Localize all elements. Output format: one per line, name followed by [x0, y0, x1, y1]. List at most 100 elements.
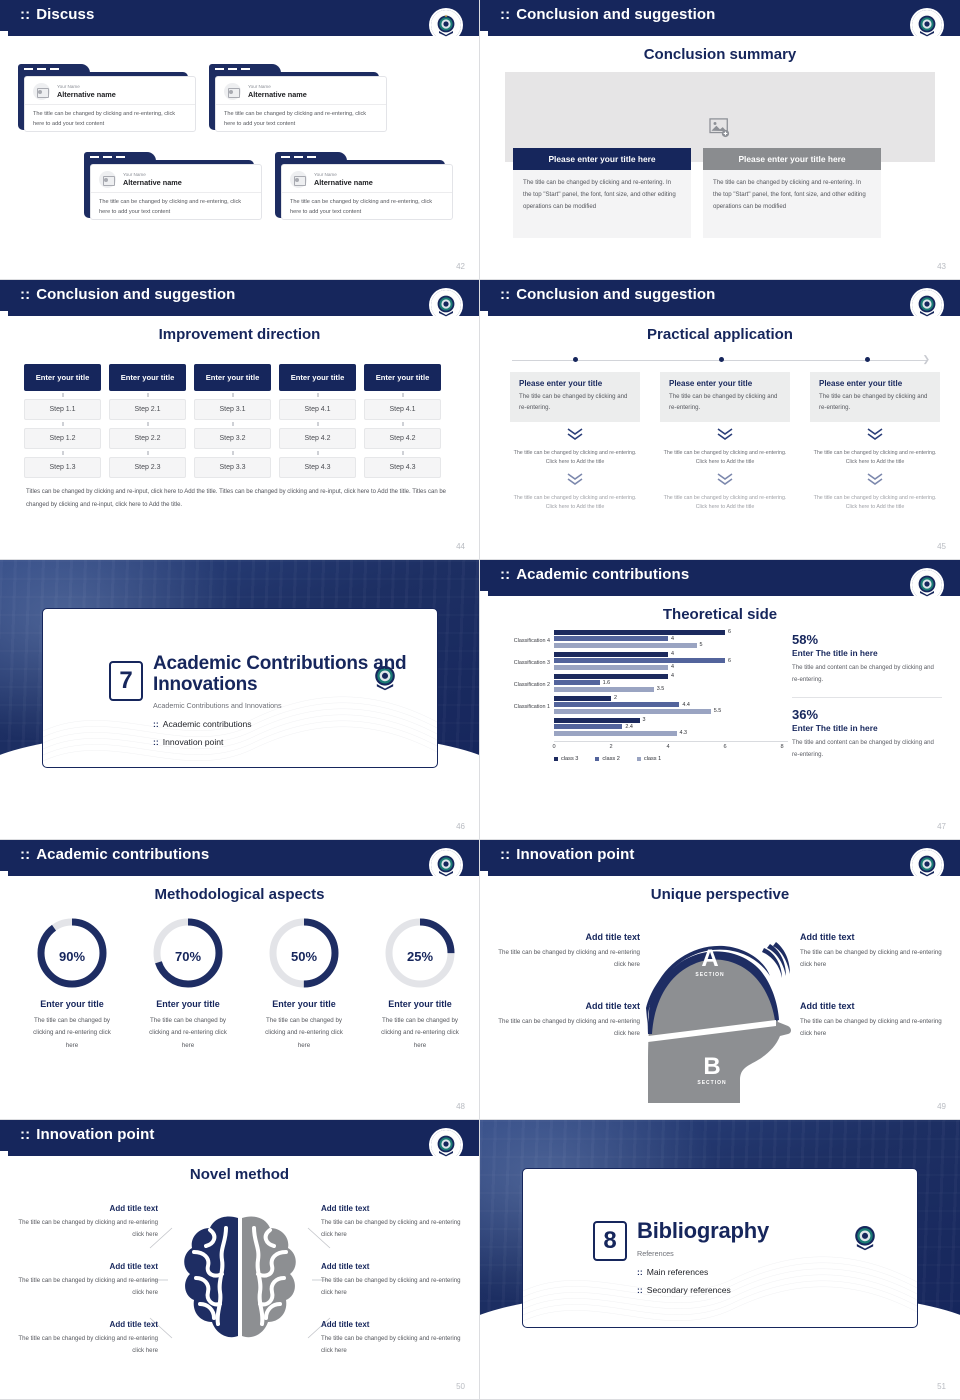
donut-chart: [37, 918, 107, 988]
step-item[interactable]: Step 1.1: [24, 399, 101, 420]
timeline-card[interactable]: Please enter your title The title can be…: [810, 372, 940, 422]
info-block: Add title text The title can be changed …: [321, 1262, 471, 1299]
section-bullet[interactable]: :: Secondary references: [637, 1285, 731, 1295]
donut-body: The title can be changed by clicking and…: [265, 1017, 343, 1049]
slide-header-title: :: Academic contributions: [500, 566, 690, 583]
university-emblem-icon: [371, 663, 399, 691]
svg-text:SECTION: SECTION: [697, 1080, 726, 1086]
chevron-down-icon: [810, 427, 940, 446]
donut-body: The title can be changed by clicking and…: [149, 1017, 227, 1049]
university-emblem-icon: [431, 1130, 461, 1160]
step-item[interactable]: Step 1.2: [24, 428, 101, 449]
chart-bar: [554, 636, 668, 642]
bullet-dots-icon: ::: [153, 719, 159, 729]
timeline-column: Please enter your title The title can be…: [660, 372, 790, 513]
chart-bar: [554, 680, 600, 686]
chart-value-label: 6: [728, 629, 731, 636]
info-body: The title can be changed by clicking and…: [18, 1219, 158, 1238]
timeline-card[interactable]: Please enter your title The title can be…: [660, 372, 790, 422]
chevron-down-icon: [810, 472, 940, 491]
donut-title: Enter your title: [40, 999, 104, 1009]
chart-legend-item: class 1: [636, 756, 662, 762]
card-body: The title can be changed by clicking and…: [33, 111, 176, 127]
info-title: Add title text: [321, 1262, 370, 1271]
chevron-down-icon: [660, 472, 790, 491]
step-item[interactable]: Step 4.3: [364, 457, 441, 478]
info-block: Add title text The title can be changed …: [800, 932, 950, 972]
chart-x-tick: 6: [723, 744, 727, 750]
step-item[interactable]: Step 1.3: [24, 457, 101, 478]
connector: [194, 420, 271, 428]
connector: [109, 449, 186, 457]
folder-card[interactable]: Your Name Alternative name The title can…: [275, 152, 453, 220]
step-item[interactable]: Step 2.2: [109, 428, 186, 449]
connector: [364, 420, 441, 428]
folder-card[interactable]: Your Name Alternative name The title can…: [84, 152, 262, 220]
folder-card[interactable]: Your Name Alternative name The title can…: [18, 64, 196, 132]
chart-value-label: 4: [671, 673, 674, 680]
column-title[interactable]: Enter your title: [109, 364, 186, 391]
stat-body: The title and content can be changed by …: [792, 664, 934, 683]
summary-card[interactable]: Please enter your title here The title c…: [703, 148, 881, 238]
card-body: The title can be changed by clicking and…: [290, 199, 433, 215]
wave-decoration: [43, 696, 437, 762]
step-item[interactable]: Step 2.3: [109, 457, 186, 478]
step-item[interactable]: Step 3.3: [194, 457, 271, 478]
donut-item: 70% Enter your title The title can be chan…: [130, 915, 246, 1052]
section-bullet[interactable]: :: Innovation point: [153, 737, 224, 747]
donut-title: Enter your title: [272, 999, 336, 1009]
chart-legend-label: class 1: [643, 756, 662, 762]
step-item[interactable]: Step 4.3: [279, 457, 356, 478]
folder-tab: [209, 64, 281, 75]
timeline-card[interactable]: Please enter your title The title can be…: [510, 372, 640, 422]
column-title[interactable]: Enter your title: [279, 364, 356, 391]
info-block: Add title text The title can be changed …: [8, 1320, 158, 1357]
step-item[interactable]: Step 4.2: [279, 428, 356, 449]
info-title: Add title text: [800, 932, 855, 942]
connector: [194, 391, 271, 399]
summary-card-title[interactable]: Please enter your title here: [513, 148, 691, 170]
image-placeholder-icon: [224, 83, 241, 100]
brain-graphic: [184, 1214, 296, 1340]
image-placeholder-icon[interactable]: [709, 118, 731, 138]
section-bullet[interactable]: :: Main references: [637, 1267, 709, 1277]
summary-card-title[interactable]: Please enter your title here: [703, 148, 881, 170]
info-title: Add title text: [109, 1320, 158, 1329]
column-title[interactable]: Enter your title: [364, 364, 441, 391]
section-bullet[interactable]: :: Academic contributions: [153, 719, 252, 729]
folder-tab: [84, 152, 156, 163]
header-strip: [0, 31, 479, 36]
donut-row: 90% Enter your title The title can be chan…: [14, 915, 478, 1052]
card-body: The title can be changed by clicking and…: [99, 199, 242, 215]
column-title[interactable]: Enter your title: [24, 364, 101, 391]
chart-value-label: 3.5: [656, 686, 665, 692]
step-item[interactable]: Step 3.2: [194, 428, 271, 449]
chart-legend: class 3 class 2 class 1: [554, 756, 661, 762]
folder-tab: [275, 152, 347, 163]
step-item[interactable]: Step 4.1: [364, 399, 441, 420]
stat-title: Enter The title in here: [792, 722, 878, 733]
chart-category-label: Classification 3: [513, 660, 550, 666]
image-area: [505, 72, 935, 162]
page-number: 48: [456, 1102, 465, 1111]
step-item[interactable]: Step 4.2: [364, 428, 441, 449]
step-item[interactable]: Step 2.1: [109, 399, 186, 420]
section-card: 7 Academic Contributions and Innovations…: [42, 608, 438, 768]
timeline-sub-text: The title can be changed by clicking and…: [663, 495, 787, 511]
connector: [364, 449, 441, 457]
step-item[interactable]: Step 4.1: [279, 399, 356, 420]
chart-x-tick: 2: [609, 744, 613, 750]
slide-title: Novel method: [189, 1166, 290, 1183]
chart-legend-item: class 2: [595, 756, 620, 762]
timeline-columns: Please enter your title The title can be…: [510, 372, 940, 513]
slide-title: Theoretical side: [662, 606, 778, 623]
slide-improvement-direction: :: Conclusion and suggestion Improvement …: [0, 280, 480, 560]
slide-header: :: Conclusion and suggestion: [0, 280, 479, 311]
page-number: 43: [937, 262, 946, 271]
summary-card[interactable]: Please enter your title here The title c…: [513, 148, 691, 238]
folder-card[interactable]: Your Name Alternative name The title can…: [209, 64, 387, 132]
header-dots-icon: ::: [20, 6, 31, 23]
step-item[interactable]: Step 3.1: [194, 399, 271, 420]
column-title[interactable]: Enter your title: [194, 364, 271, 391]
info-block: Add title text The title can be changed …: [490, 932, 640, 972]
